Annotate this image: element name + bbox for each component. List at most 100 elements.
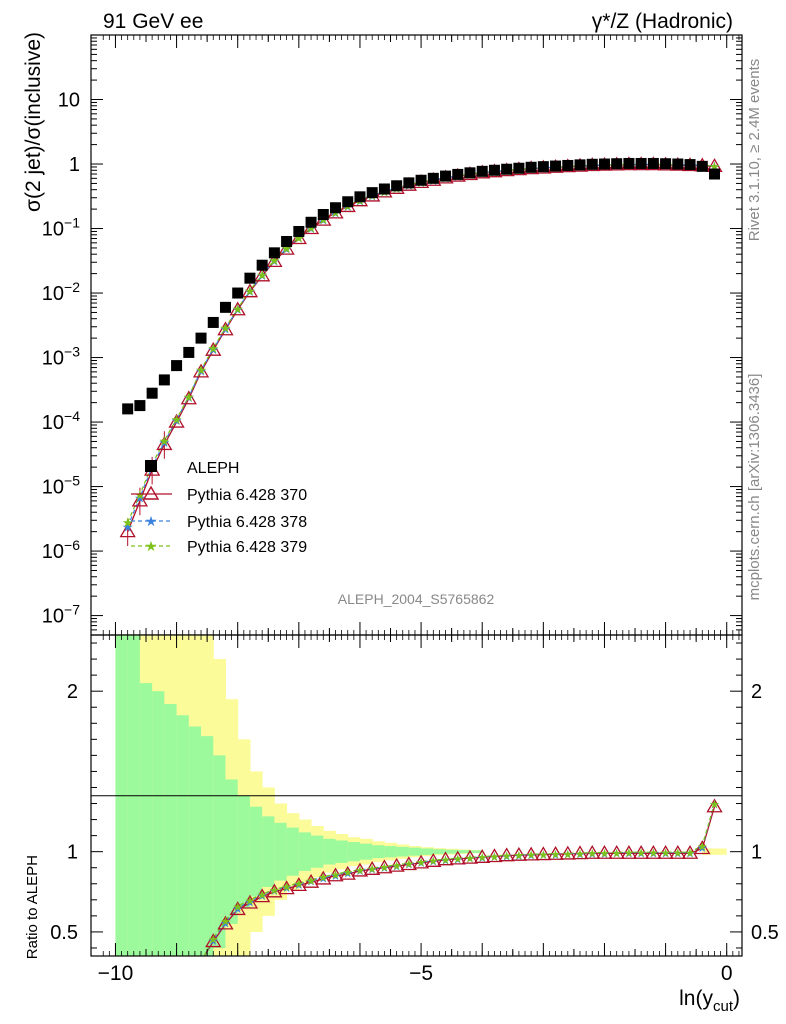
- point-aleph: [684, 159, 696, 171]
- ratio-point-379: ★: [587, 847, 598, 861]
- left-title: 91 GeV ee: [103, 10, 203, 33]
- point-378: ★: [256, 268, 268, 283]
- ratio-point-370: [535, 846, 552, 861]
- ratio-point-378: ★: [269, 884, 280, 898]
- ratio-point-379: ★: [342, 866, 353, 880]
- ratio-point-379: ★: [648, 846, 659, 860]
- ratio-point-370: [522, 846, 540, 861]
- ratio-point-378: ★: [575, 847, 586, 861]
- ratio-point-370: [400, 856, 417, 871]
- ratio-point-370: [571, 845, 589, 860]
- ratio-point-379: ★: [514, 849, 525, 863]
- ratio-y-tick-label-right: 1: [751, 842, 762, 864]
- point-378: ★: [305, 221, 317, 236]
- main-y-tick-label: 1: [69, 154, 80, 176]
- point-aleph: [293, 225, 305, 237]
- ratio-point-378: ★: [245, 895, 256, 909]
- point-aleph: [647, 157, 659, 169]
- ratio-point-370: [217, 915, 234, 930]
- legend-label-379: Pythia 6.428 379: [187, 539, 307, 556]
- ratio-point-379: ★: [318, 871, 329, 885]
- ratio-point-378: ★: [416, 856, 427, 870]
- point-aleph: [195, 332, 207, 344]
- ratio-point-370: [547, 845, 564, 860]
- point-370: [192, 363, 210, 378]
- ratio-band-inner: [372, 845, 385, 859]
- point-379: ★: [232, 301, 244, 316]
- point-370: [168, 413, 185, 428]
- legend-label-370: Pythia 6.428 370: [187, 487, 307, 504]
- ratio-point-378: ★: [293, 878, 304, 892]
- ratio-band-inner: [176, 715, 190, 956]
- ratio-y-axis-label: Ratio to ALEPH: [24, 855, 41, 959]
- point-378: ★: [709, 159, 721, 174]
- point-aleph: [525, 161, 537, 173]
- point-379: ★: [269, 253, 281, 268]
- point-aleph: [330, 202, 342, 214]
- point-379: ★: [220, 321, 232, 336]
- point-379: ★: [256, 267, 268, 282]
- ratio-point-378: ★: [514, 849, 525, 863]
- ratio-point-370: [449, 850, 466, 865]
- x-tick-label: 0: [721, 962, 733, 985]
- ratio-band-inner: [298, 832, 312, 871]
- ratio-point-370: [315, 870, 332, 885]
- ratio-band-inner: [188, 726, 202, 956]
- ratio-point-378: ★: [550, 848, 561, 862]
- ratio-point-370: [669, 844, 686, 859]
- legend-marker-aleph: [145, 460, 157, 472]
- point-379: ★: [244, 283, 256, 298]
- ratio-point-379: ★: [611, 846, 622, 860]
- ratio-point-378: ★: [587, 847, 598, 861]
- ratio-point-378: ★: [208, 934, 219, 948]
- point-378: ★: [269, 253, 281, 268]
- point-378: ★: [244, 284, 256, 299]
- point-aleph: [219, 301, 231, 313]
- ratio-y-tick-label: 2: [67, 681, 78, 703]
- point-370: [180, 390, 197, 405]
- ratio-point-378: ★: [355, 864, 366, 878]
- ratio-point-378: ★: [562, 848, 573, 862]
- ratio-point-379: ★: [281, 880, 292, 894]
- ratio-point-370: [339, 865, 356, 880]
- ratio-point-378: ★: [636, 846, 647, 860]
- ratio-point-370: [474, 849, 491, 863]
- x-tick-label: −10: [98, 962, 134, 985]
- ratio-band-inner: [213, 755, 226, 948]
- ratio-point-379: ★: [550, 848, 561, 862]
- main-y-tick-label: 10−1: [42, 215, 80, 241]
- point-379: ★: [183, 389, 195, 404]
- main-y-axis-label: σ(2 jet)/σ(inclusive): [22, 32, 45, 212]
- ratio-point-370: [645, 844, 662, 859]
- ratio-band-inner: [139, 683, 153, 956]
- ratio-point-379: ★: [391, 859, 402, 873]
- ratio-band-inner: [225, 779, 239, 924]
- point-aleph: [256, 259, 268, 271]
- point-379: ★: [159, 433, 171, 448]
- ratio-band-inner: [237, 795, 251, 908]
- ratio-band-inner: [164, 704, 178, 956]
- ratio-point-370: [302, 873, 320, 888]
- ratio-point-379: ★: [269, 883, 280, 897]
- point-aleph: [244, 272, 256, 284]
- ratio-point-378: ★: [281, 881, 292, 895]
- ratio-point-378: ★: [685, 846, 696, 860]
- ratio-band-inner: [274, 822, 288, 881]
- point-aleph: [574, 159, 586, 171]
- point-379: ★: [305, 220, 317, 235]
- ratio-point-379: ★: [452, 852, 463, 866]
- ratio-point-379: ★: [465, 851, 476, 865]
- point-aleph: [586, 158, 598, 170]
- ratio-point-378: ★: [465, 852, 476, 866]
- ratio-point-378: ★: [709, 798, 720, 812]
- point-378: ★: [159, 435, 171, 450]
- point-370: [241, 283, 259, 298]
- ratio-band-inner: [323, 838, 337, 865]
- point-379: ★: [281, 241, 293, 256]
- ratio-point-378: ★: [330, 869, 341, 883]
- point-aleph: [415, 174, 427, 186]
- ratio-point-378: ★: [660, 846, 671, 860]
- ratio-point-378: ★: [232, 902, 243, 916]
- point-aleph: [611, 158, 623, 170]
- ratio-point-378: ★: [391, 859, 402, 873]
